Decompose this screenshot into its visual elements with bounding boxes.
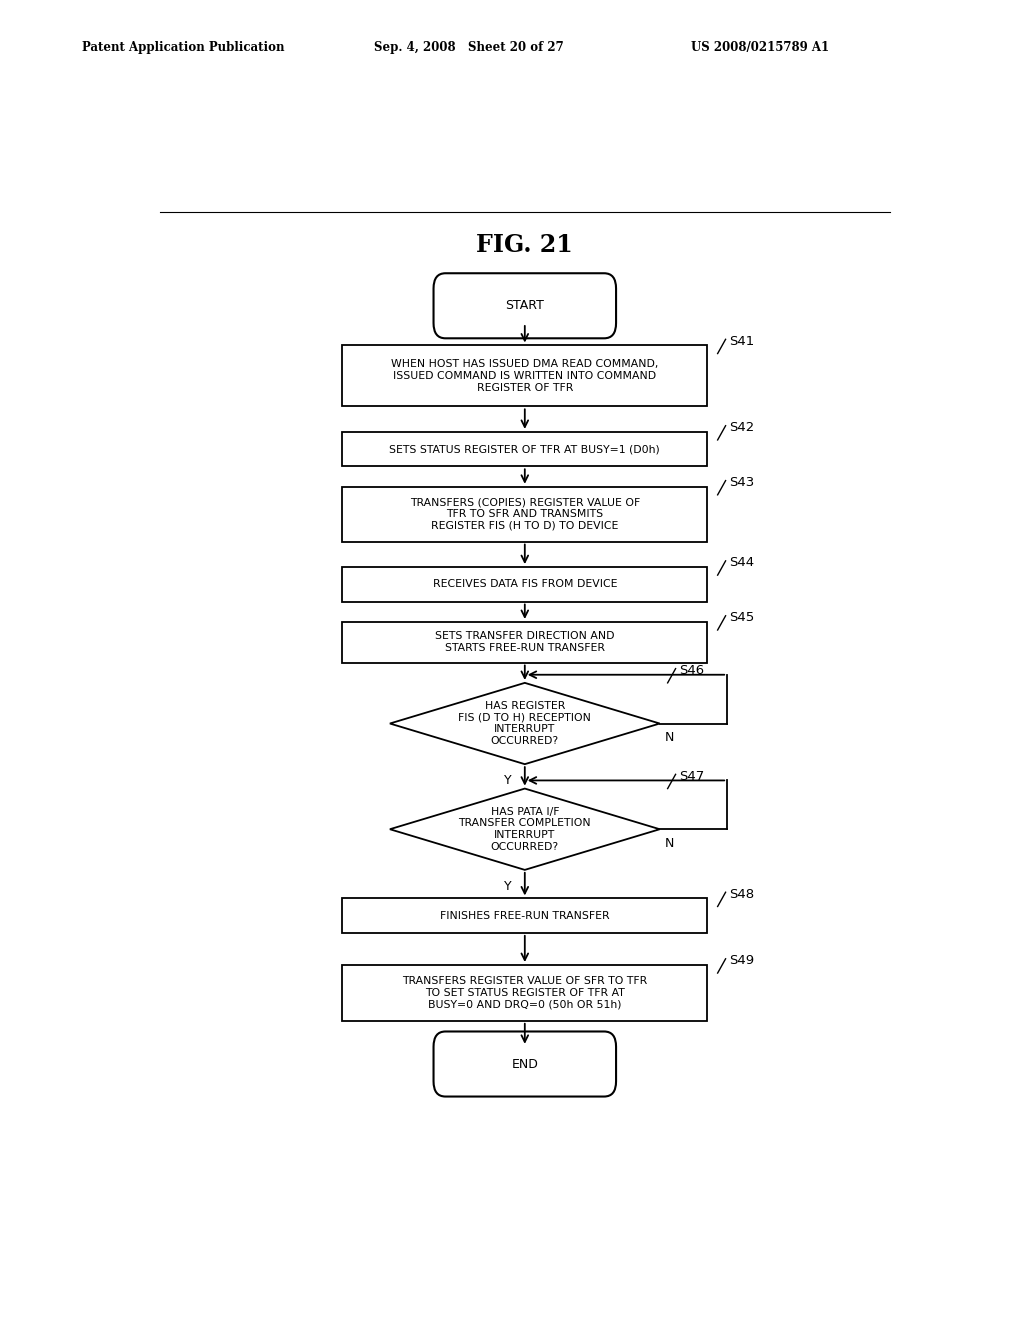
- Polygon shape: [390, 682, 659, 764]
- Text: TRANSFERS (COPIES) REGISTER VALUE OF
TFR TO SFR AND TRANSMITS
REGISTER FIS (H TO: TRANSFERS (COPIES) REGISTER VALUE OF TFR…: [410, 498, 640, 531]
- Text: Sep. 4, 2008   Sheet 20 of 27: Sep. 4, 2008 Sheet 20 of 27: [374, 41, 563, 54]
- Text: S43: S43: [729, 477, 755, 490]
- Text: START: START: [506, 300, 544, 313]
- Text: N: N: [665, 731, 674, 744]
- Text: RECEIVES DATA FIS FROM DEVICE: RECEIVES DATA FIS FROM DEVICE: [432, 579, 617, 589]
- Bar: [342, 622, 708, 663]
- Bar: [342, 487, 708, 541]
- Bar: [342, 568, 708, 602]
- Text: FIG. 21: FIG. 21: [476, 232, 573, 257]
- Bar: [342, 965, 708, 1020]
- FancyBboxPatch shape: [433, 273, 616, 338]
- Text: SETS TRANSFER DIRECTION AND
STARTS FREE-RUN TRANSFER: SETS TRANSFER DIRECTION AND STARTS FREE-…: [435, 631, 614, 653]
- Text: Y: Y: [504, 879, 511, 892]
- Bar: [342, 899, 708, 933]
- FancyBboxPatch shape: [433, 1031, 616, 1097]
- Text: Y: Y: [504, 774, 511, 787]
- Text: S49: S49: [729, 954, 755, 968]
- Text: S48: S48: [729, 888, 755, 900]
- Text: S44: S44: [729, 557, 755, 569]
- Text: S46: S46: [680, 664, 705, 677]
- Text: TRANSFERS REGISTER VALUE OF SFR TO TFR
TO SET STATUS REGISTER OF TFR AT
BUSY=0 A: TRANSFERS REGISTER VALUE OF SFR TO TFR T…: [402, 977, 647, 1010]
- Text: HAS PATA I/F
TRANSFER COMPLETION
INTERRUPT
OCCURRED?: HAS PATA I/F TRANSFER COMPLETION INTERRU…: [459, 807, 591, 851]
- Bar: [342, 432, 708, 466]
- Text: US 2008/0215789 A1: US 2008/0215789 A1: [691, 41, 829, 54]
- Text: S41: S41: [729, 335, 755, 348]
- Polygon shape: [390, 788, 659, 870]
- Text: WHEN HOST HAS ISSUED DMA READ COMMAND,
ISSUED COMMAND IS WRITTEN INTO COMMAND
RE: WHEN HOST HAS ISSUED DMA READ COMMAND, I…: [391, 359, 658, 392]
- Text: S42: S42: [729, 421, 755, 434]
- Text: S47: S47: [680, 770, 705, 783]
- Text: S45: S45: [729, 611, 755, 624]
- Text: HAS REGISTER
FIS (D TO H) RECEPTION
INTERRUPT
OCCURRED?: HAS REGISTER FIS (D TO H) RECEPTION INTE…: [459, 701, 591, 746]
- Text: FINISHES FREE-RUN TRANSFER: FINISHES FREE-RUN TRANSFER: [440, 911, 609, 920]
- Bar: [342, 346, 708, 407]
- Text: N: N: [665, 837, 674, 850]
- Text: SETS STATUS REGISTER OF TFR AT BUSY=1 (D0h): SETS STATUS REGISTER OF TFR AT BUSY=1 (D…: [389, 444, 660, 454]
- Text: Patent Application Publication: Patent Application Publication: [82, 41, 285, 54]
- Text: END: END: [511, 1057, 539, 1071]
